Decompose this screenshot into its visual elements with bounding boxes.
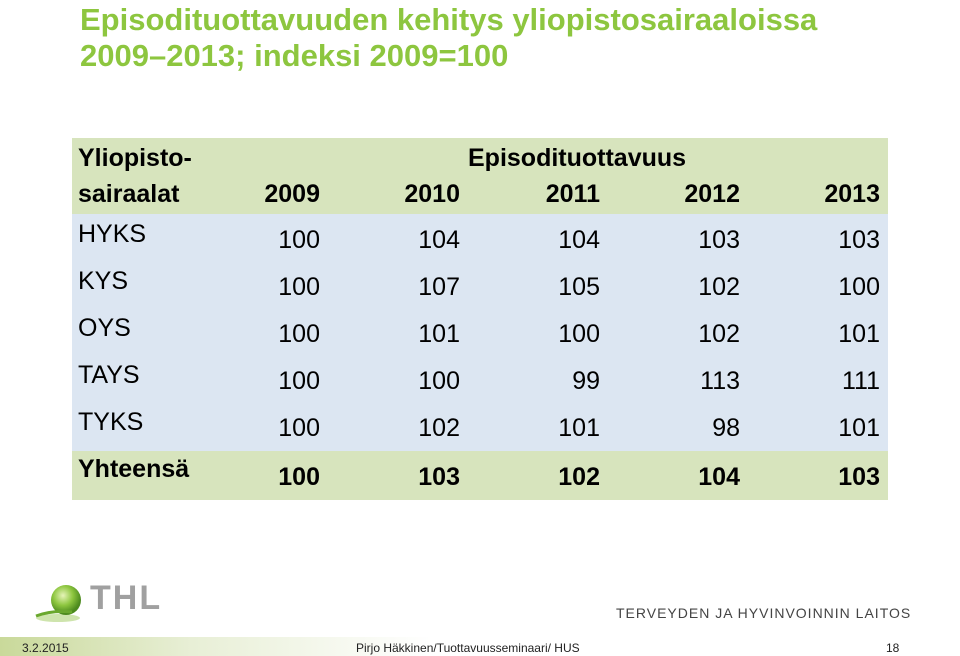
year-header: 2009: [264, 180, 320, 208]
table-cell: 107: [418, 273, 460, 301]
year-header: 2010: [404, 180, 460, 208]
footer-author: Pirjo Häkkinen/Tuottavuusseminaari/ HUS: [356, 641, 580, 655]
year-header: 2012: [684, 180, 740, 208]
table-cell: 100: [278, 320, 320, 348]
hospital-name: TAYS: [78, 361, 140, 389]
table-row: TYKS 100 102 101 98 101: [72, 402, 888, 449]
total-cell: 102: [558, 463, 600, 491]
table-cell: 98: [712, 414, 740, 442]
table-cell: 103: [698, 226, 740, 254]
total-cell: 103: [838, 463, 880, 491]
table-cell: 111: [841, 367, 880, 395]
year-header: 2013: [824, 180, 880, 208]
table-cell: 100: [278, 273, 320, 301]
table-cell: 113: [700, 367, 740, 395]
table-cell: 104: [418, 226, 460, 254]
hospital-name: KYS: [78, 267, 129, 295]
table-cell: 101: [558, 414, 600, 442]
row-header-line-1: Yliopisto-: [78, 144, 192, 172]
table-total-row: Yhteensä 100 103 102 104 103: [72, 451, 888, 500]
table-cell: 100: [278, 226, 320, 254]
table-cell: 101: [838, 414, 880, 442]
footer-date: 3.2.2015: [22, 641, 69, 655]
table-cell: 99: [572, 367, 600, 395]
total-cell: 100: [278, 463, 320, 491]
institute-name: TERVEYDEN JA HYVINVOINNIN LAITOS: [616, 605, 912, 621]
hospital-name: TYKS: [78, 408, 144, 436]
title-line-1: Episodituottavuuden kehitys yliopistosai…: [80, 2, 818, 37]
title-line-2: 2009–2013; indeksi 2009=100: [80, 38, 509, 73]
table-cell: 104: [558, 226, 600, 254]
thl-globe-logo-icon: [35, 585, 81, 622]
hospital-name: HYKS: [78, 220, 147, 248]
table-row: HYKS 100 104 104 103 103: [72, 214, 888, 261]
page-number: 18: [886, 641, 900, 655]
footer-bar: [0, 637, 960, 656]
table-row: KYS 100 107 105 102 100: [72, 261, 888, 308]
table-row: OYS 100 101 100 102 101: [72, 308, 888, 355]
table-cell: 100: [418, 367, 460, 395]
table-cell: 100: [838, 273, 880, 301]
table-cell: 102: [418, 414, 460, 442]
total-cell: 103: [418, 463, 460, 491]
table-cell: 101: [418, 320, 460, 348]
thl-logo-text: THL: [90, 579, 163, 617]
total-cell: 104: [698, 463, 740, 491]
slide-title: Episodituottavuuden kehitys yliopistosai…: [80, 2, 940, 74]
hospital-name: OYS: [78, 314, 131, 342]
year-header: 2011: [545, 180, 600, 208]
table-body: HYKS 100 104 104 103 103 KYS 100 107 105…: [72, 214, 888, 451]
table-header: Yliopisto- sairaalat Episodituottavuus 2…: [72, 138, 888, 214]
productivity-table: Yliopisto- sairaalat Episodituottavuus 2…: [72, 138, 888, 500]
table-cell: 103: [838, 226, 880, 254]
table-cell: 100: [558, 320, 600, 348]
table-cell: 102: [698, 320, 740, 348]
table-cell: 100: [278, 367, 320, 395]
group-header: Episodituottavuus: [468, 144, 687, 172]
table-cell: 100: [278, 414, 320, 442]
total-label: Yhteensä: [78, 455, 190, 483]
table-cell: 101: [838, 320, 880, 348]
table-row: TAYS 100 100 99 113 111: [72, 355, 888, 402]
table-cell: 105: [558, 273, 600, 301]
row-header-line-2: sairaalat: [78, 180, 180, 208]
table-cell: 102: [698, 273, 740, 301]
